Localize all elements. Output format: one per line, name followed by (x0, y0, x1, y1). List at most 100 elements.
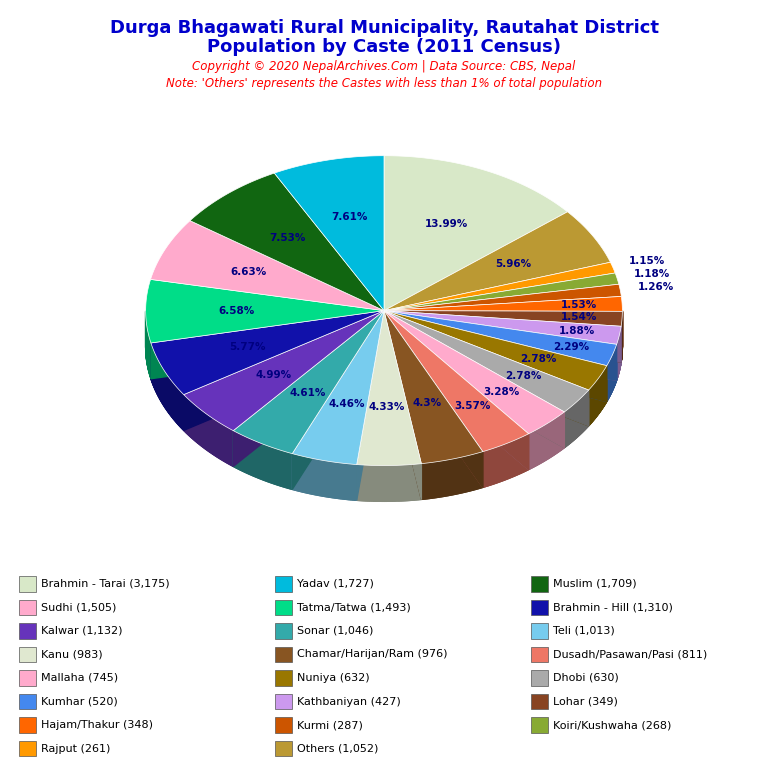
Text: Teli (1,013): Teli (1,013) (553, 626, 614, 636)
Polygon shape (184, 310, 384, 431)
Polygon shape (384, 310, 528, 452)
Polygon shape (384, 310, 621, 362)
Text: Sonar (1,046): Sonar (1,046) (296, 626, 373, 636)
Text: Hajam/Thakur (348): Hajam/Thakur (348) (41, 720, 153, 730)
Text: 2.78%: 2.78% (520, 354, 557, 364)
Text: 6.58%: 6.58% (218, 306, 254, 316)
Polygon shape (356, 310, 384, 500)
Polygon shape (384, 310, 607, 402)
Polygon shape (384, 310, 588, 412)
Polygon shape (151, 310, 384, 395)
Text: Kurmi (287): Kurmi (287) (296, 720, 362, 730)
Text: Kumhar (520): Kumhar (520) (41, 697, 118, 707)
Text: Kanu (983): Kanu (983) (41, 650, 102, 660)
Polygon shape (184, 310, 384, 430)
Polygon shape (356, 310, 384, 500)
Polygon shape (293, 310, 384, 489)
Polygon shape (384, 156, 568, 310)
Polygon shape (293, 310, 384, 465)
Polygon shape (151, 220, 384, 310)
Text: Yadav (1,727): Yadav (1,727) (296, 579, 373, 589)
Text: Brahmin - Hill (1,310): Brahmin - Hill (1,310) (553, 602, 673, 612)
Polygon shape (384, 310, 622, 326)
Polygon shape (384, 284, 621, 310)
Text: Mallaha (745): Mallaha (745) (41, 673, 118, 683)
Polygon shape (274, 156, 384, 310)
Text: Population by Caste (2011 Census): Population by Caste (2011 Census) (207, 38, 561, 56)
Text: Chamar/Harijan/Ram (976): Chamar/Harijan/Ram (976) (296, 650, 447, 660)
Text: Durga Bhagawati Rural Municipality, Rautahat District: Durga Bhagawati Rural Municipality, Raut… (110, 19, 658, 37)
Polygon shape (384, 310, 622, 347)
Polygon shape (151, 310, 384, 379)
Text: 1.26%: 1.26% (637, 283, 674, 293)
Text: Brahmin - Tarai (3,175): Brahmin - Tarai (3,175) (41, 579, 169, 589)
Polygon shape (384, 310, 564, 448)
Polygon shape (384, 310, 617, 366)
Text: 2.78%: 2.78% (505, 371, 541, 381)
Text: 4.33%: 4.33% (369, 402, 406, 412)
Text: Nuniya (632): Nuniya (632) (296, 673, 369, 683)
Polygon shape (356, 310, 422, 465)
Polygon shape (384, 310, 588, 425)
Polygon shape (190, 173, 384, 310)
Polygon shape (233, 310, 384, 454)
Polygon shape (184, 310, 384, 430)
Text: 1.15%: 1.15% (629, 257, 665, 266)
Text: 4.46%: 4.46% (329, 399, 365, 409)
Text: 6.63%: 6.63% (230, 267, 266, 277)
Text: 1.54%: 1.54% (561, 313, 598, 323)
Text: 1.88%: 1.88% (559, 326, 595, 336)
Text: Kalwar (1,132): Kalwar (1,132) (41, 626, 122, 636)
Polygon shape (384, 310, 617, 380)
Text: 3.57%: 3.57% (454, 402, 491, 412)
Polygon shape (384, 310, 422, 499)
Polygon shape (384, 310, 564, 448)
Text: 4.99%: 4.99% (256, 369, 292, 379)
Polygon shape (384, 310, 617, 380)
Polygon shape (384, 310, 528, 469)
Text: 5.77%: 5.77% (229, 343, 266, 353)
Polygon shape (384, 310, 528, 469)
Text: 2.29%: 2.29% (553, 342, 589, 352)
Polygon shape (233, 310, 384, 466)
Polygon shape (384, 310, 422, 499)
Polygon shape (384, 310, 483, 488)
Text: 1.53%: 1.53% (561, 300, 598, 310)
Polygon shape (384, 310, 607, 402)
Polygon shape (384, 310, 564, 434)
Polygon shape (151, 310, 384, 379)
Polygon shape (384, 310, 621, 344)
Polygon shape (384, 310, 483, 488)
Polygon shape (384, 310, 483, 464)
Text: 7.53%: 7.53% (269, 233, 306, 243)
Text: Copyright © 2020 NepalArchives.Com | Data Source: CBS, Nepal: Copyright © 2020 NepalArchives.Com | Dat… (192, 60, 576, 73)
Text: 4.61%: 4.61% (290, 388, 326, 398)
Text: Koiri/Kushwaha (268): Koiri/Kushwaha (268) (553, 720, 671, 730)
Text: Sudhi (1,505): Sudhi (1,505) (41, 602, 116, 612)
Polygon shape (293, 310, 384, 489)
Polygon shape (384, 262, 615, 310)
Text: 5.96%: 5.96% (495, 259, 531, 270)
Polygon shape (233, 310, 384, 466)
Text: Note: 'Others' represents the Castes with less than 1% of total population: Note: 'Others' represents the Castes wit… (166, 77, 602, 90)
Polygon shape (384, 310, 607, 390)
Text: Dusadh/Pasawan/Pasi (811): Dusadh/Pasawan/Pasi (811) (553, 650, 707, 660)
Text: Muslim (1,709): Muslim (1,709) (553, 579, 637, 589)
Polygon shape (384, 296, 622, 311)
Text: Kathbaniyan (427): Kathbaniyan (427) (296, 697, 400, 707)
Polygon shape (146, 280, 384, 343)
Polygon shape (384, 310, 621, 362)
Text: 3.28%: 3.28% (484, 387, 520, 397)
Text: Lohar (349): Lohar (349) (553, 697, 617, 707)
Text: 7.61%: 7.61% (331, 212, 367, 222)
Text: 13.99%: 13.99% (425, 219, 468, 229)
Text: Tatma/Tatwa (1,493): Tatma/Tatwa (1,493) (296, 602, 410, 612)
Text: Dhobi (630): Dhobi (630) (553, 673, 618, 683)
Text: Rajput (261): Rajput (261) (41, 743, 110, 753)
Polygon shape (384, 212, 611, 310)
Text: 4.3%: 4.3% (412, 398, 441, 408)
Text: 1.18%: 1.18% (634, 269, 670, 279)
Text: Others (1,052): Others (1,052) (296, 743, 378, 753)
Polygon shape (384, 273, 619, 310)
Polygon shape (384, 310, 588, 425)
